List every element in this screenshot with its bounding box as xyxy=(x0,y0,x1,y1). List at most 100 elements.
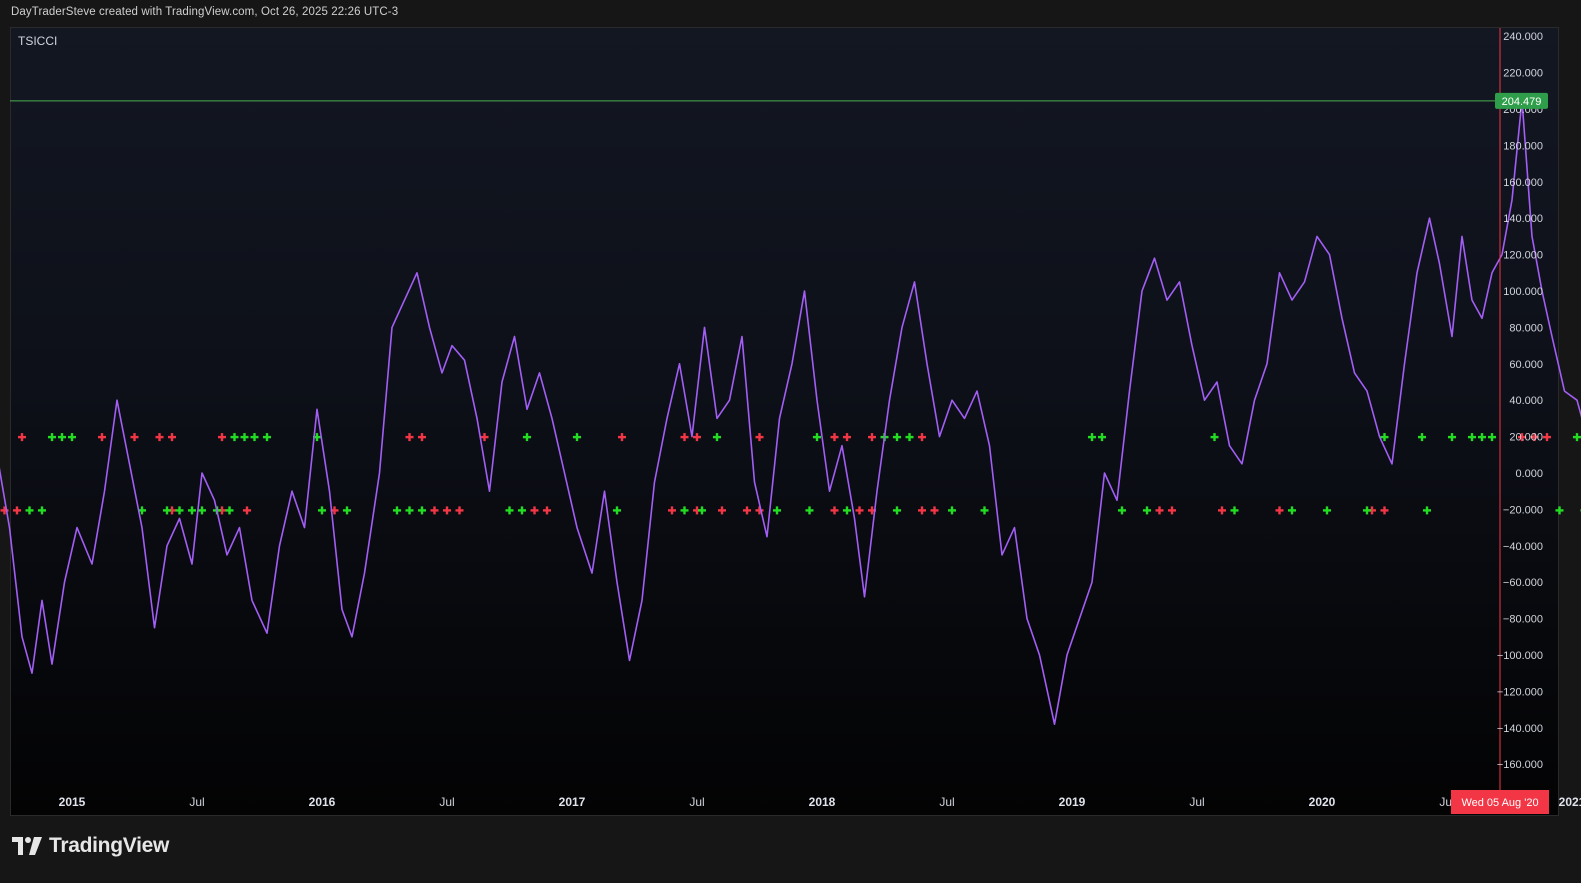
y-tick-label: 180.000 xyxy=(1503,140,1543,152)
y-tick-label: 120.000 xyxy=(1503,250,1543,262)
green-cross-marker xyxy=(1468,433,1476,442)
y-tick-label: 240.000 xyxy=(1503,31,1543,43)
green-cross-marker xyxy=(613,506,621,515)
y-tick-label: −20.000 xyxy=(1503,504,1543,516)
tradingview-logo[interactable]: TradingView xyxy=(12,834,169,858)
green-cross-marker xyxy=(1363,506,1371,515)
green-cross-marker xyxy=(1573,433,1581,442)
x-tick-label: 2017 xyxy=(559,795,586,809)
red-cross-marker xyxy=(755,506,764,515)
red-cross-marker xyxy=(930,506,939,515)
green-cross-marker xyxy=(1210,433,1219,442)
y-axis[interactable]: 240.000220.000200.000180.000160.000140.0… xyxy=(1497,31,1543,771)
red-cross-marker xyxy=(1168,506,1176,515)
green-cross-marker xyxy=(713,433,721,442)
x-tick-label: 2020 xyxy=(1309,795,1336,809)
red-cross-marker xyxy=(1368,506,1376,515)
red-cross-marker xyxy=(430,506,439,515)
y-tick-label: −140.000 xyxy=(1497,723,1543,735)
red-cross-marker xyxy=(530,506,539,515)
x-tick-label: Jul xyxy=(689,795,704,809)
x-tick-label: 2015 xyxy=(59,795,86,809)
red-cross-marker xyxy=(830,433,839,442)
green-cross-marker xyxy=(980,506,989,515)
y-tick-label: 100.000 xyxy=(1503,286,1543,298)
green-cross-marker xyxy=(313,433,321,442)
green-cross-marker xyxy=(805,506,814,515)
green-cross-marker xyxy=(1488,433,1496,442)
green-cross-marker xyxy=(25,506,34,515)
red-cross-marker xyxy=(13,506,21,515)
red-cross-marker xyxy=(418,433,426,442)
red-cross-marker xyxy=(1275,506,1284,515)
red-cross-marker xyxy=(843,433,851,442)
x-tick-label: 2019 xyxy=(1059,795,1086,809)
y-tick-label: −60.000 xyxy=(1503,577,1543,589)
x-tick-label: Jul xyxy=(1189,795,1204,809)
crosshair-date-badge: Wed 05 Aug '20 xyxy=(1451,790,1549,814)
tradingview-logo-text: TradingView xyxy=(49,834,170,857)
red-cross-marker xyxy=(480,433,489,442)
red-cross-marker xyxy=(918,433,926,442)
tsicci-line xyxy=(0,99,1581,726)
green-cross-marker xyxy=(175,506,184,515)
red-cross-marker xyxy=(168,506,176,515)
red-cross-marker xyxy=(1530,433,1539,442)
red-cross-marker xyxy=(1543,433,1551,442)
red-cross-marker xyxy=(168,433,176,442)
green-cross-marker xyxy=(240,433,249,442)
green-cross-marker xyxy=(1088,433,1096,442)
level-value-badge: 204.479 xyxy=(1495,92,1548,109)
green-cross-marker xyxy=(773,506,781,515)
green-cross-marker xyxy=(680,506,689,515)
y-tick-label: 0.000 xyxy=(1515,468,1543,480)
green-cross-marker xyxy=(418,506,426,515)
green-cross-marker xyxy=(893,433,901,442)
green-cross-marker xyxy=(1288,506,1296,515)
green-cross-marker xyxy=(1098,433,1106,442)
attribution-header: DayTraderSteve created with TradingView.… xyxy=(11,6,399,18)
green-cross-marker xyxy=(198,506,206,515)
green-cross-marker xyxy=(905,433,914,442)
green-cross-marker xyxy=(1423,506,1431,515)
green-cross-marker xyxy=(843,506,851,515)
red-cross-marker xyxy=(218,506,226,515)
red-cross-marker xyxy=(0,506,9,515)
red-cross-marker xyxy=(693,506,701,515)
green-cross-marker xyxy=(38,506,46,515)
y-tick-label: 60.000 xyxy=(1509,359,1543,371)
green-cross-marker xyxy=(698,506,706,515)
y-tick-label: 160.000 xyxy=(1503,177,1543,189)
green-cross-marker xyxy=(68,433,76,442)
y-tick-label: 220.000 xyxy=(1503,68,1543,80)
y-tick-label: 140.000 xyxy=(1503,213,1543,225)
chart-pane[interactable] xyxy=(10,27,1559,816)
green-cross-marker xyxy=(263,433,271,442)
green-cross-marker xyxy=(250,433,259,442)
y-tick-label: −80.000 xyxy=(1503,614,1543,626)
red-cross-marker xyxy=(1155,506,1164,515)
red-cross-marker xyxy=(693,433,701,442)
green-cross-marker xyxy=(1448,433,1456,442)
green-cross-marker xyxy=(393,506,401,515)
green-cross-marker xyxy=(1230,506,1239,515)
green-cross-marker xyxy=(188,506,196,515)
green-cross-marker xyxy=(505,506,514,515)
green-cross-marker xyxy=(1555,506,1564,515)
red-cross-marker xyxy=(680,433,689,442)
x-tick-label: Jul xyxy=(939,795,954,809)
red-cross-marker xyxy=(405,433,414,442)
green-cross-marker xyxy=(1418,433,1426,442)
red-cross-marker xyxy=(243,506,251,515)
indicator-title: TSICCI xyxy=(18,34,57,48)
green-cross-marker xyxy=(813,433,821,442)
x-axis[interactable]: 2015 Jul 2016 Jul 2017 Jul 2018 Jul 2019 Jul 2020 J… xyxy=(59,795,1581,809)
red-cross-marker xyxy=(1218,506,1226,515)
x-tick-label: Jul xyxy=(189,795,204,809)
red-cross-marker xyxy=(830,506,839,515)
x-tick-label: 2021 xyxy=(1559,795,1581,809)
green-cross-marker xyxy=(163,506,171,515)
x-tick-label: 2018 xyxy=(809,795,836,809)
green-cross-marker xyxy=(1118,506,1126,515)
